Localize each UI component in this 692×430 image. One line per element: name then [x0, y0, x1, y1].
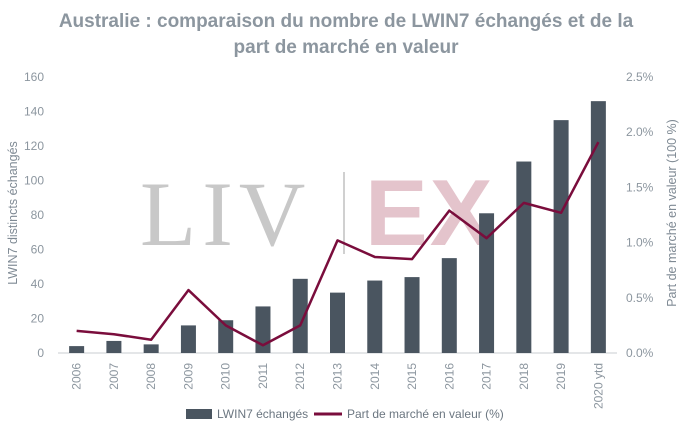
x-tick-label: 2015: [405, 363, 419, 390]
x-tick-label: 2007: [107, 363, 121, 390]
bar: [367, 280, 383, 353]
x-tick-label: 2010: [219, 363, 233, 390]
watermark-ex: EX: [365, 160, 494, 265]
x-tick-label: 2012: [293, 363, 307, 390]
y-tick-label: 100: [24, 174, 44, 188]
bar: [180, 325, 196, 353]
legend-label-bars: LWIN7 échangés: [217, 407, 308, 421]
y-tick-label: 40: [31, 277, 45, 291]
y-tick-label: 160: [24, 70, 44, 84]
y-tick-label: 60: [31, 243, 45, 257]
chart-title-line-2: part de marché en valeur: [234, 37, 460, 58]
legend: LWIN7 échangés Part de marché en valeur …: [186, 407, 504, 421]
bar: [441, 258, 457, 353]
bar-series: [69, 101, 606, 354]
y-axis-title: LWIN7 distincts échangés: [6, 141, 20, 285]
y2-tick-label: 2.0%: [626, 125, 654, 139]
y2-axis-title: Part de marché en valeur (100 %): [665, 119, 679, 307]
bar: [255, 306, 271, 353]
x-tick-label: 2008: [144, 363, 158, 390]
chart-title-line-1: Australie : comparaison du nombre de LWI…: [59, 11, 634, 32]
bar: [590, 101, 606, 354]
x-tick-label: 2006: [70, 363, 84, 390]
y-tick-label: 0: [37, 346, 44, 360]
bar: [516, 161, 532, 353]
y2-tick-label: 0.5%: [626, 291, 654, 305]
y-axis-ticks: 0 20 40 60 80 100 120 140 160: [24, 70, 44, 360]
series-line: [76, 141, 600, 347]
legend-swatch-bars: [186, 409, 212, 419]
watermark-liv: LIV: [140, 163, 311, 265]
watermark-divider: [343, 172, 345, 254]
y-tick-label: 20: [31, 312, 45, 326]
bar: [553, 120, 569, 353]
x-tick-label: 2018: [517, 363, 531, 390]
y2-tick-label: 1.5%: [626, 180, 654, 194]
bar: [69, 346, 85, 353]
bar: [330, 292, 345, 353]
y2-axis-ticks: 0.0% 0.5% 1.0% 1.5% 2.0% 2.5%: [626, 70, 654, 360]
watermark: LIV EX: [140, 160, 494, 265]
bar: [143, 344, 159, 353]
x-tick-label: 2016: [442, 363, 456, 390]
x-tick-label: 2017: [480, 363, 494, 390]
x-tick-label: 2014: [368, 363, 382, 390]
y-tick-label: 80: [31, 208, 45, 222]
y2-tick-label: 2.5%: [626, 70, 654, 84]
bar: [404, 277, 420, 353]
x-tick-label: 2011: [256, 363, 270, 389]
y-tick-label: 140: [24, 105, 44, 119]
bar: [106, 340, 122, 353]
bar: [479, 213, 495, 353]
legend-label-line: Part de marché en valeur (%): [347, 407, 504, 421]
x-tick-label: 2009: [181, 363, 195, 390]
line-series: [76, 141, 600, 347]
x-tick-label: 2013: [331, 363, 345, 390]
y2-tick-label: 0.0%: [626, 346, 654, 360]
bar: [292, 278, 308, 353]
x-axis-ticks: 2006 2007 2008 2009 2010 2011 2012 2013 2014 2015…: [70, 363, 606, 409]
y-tick-label: 120: [24, 139, 44, 153]
y2-tick-label: 1.0%: [626, 236, 654, 250]
x-tick-label: 2020 ytd: [591, 363, 605, 409]
x-tick-label: 2019: [554, 363, 568, 390]
